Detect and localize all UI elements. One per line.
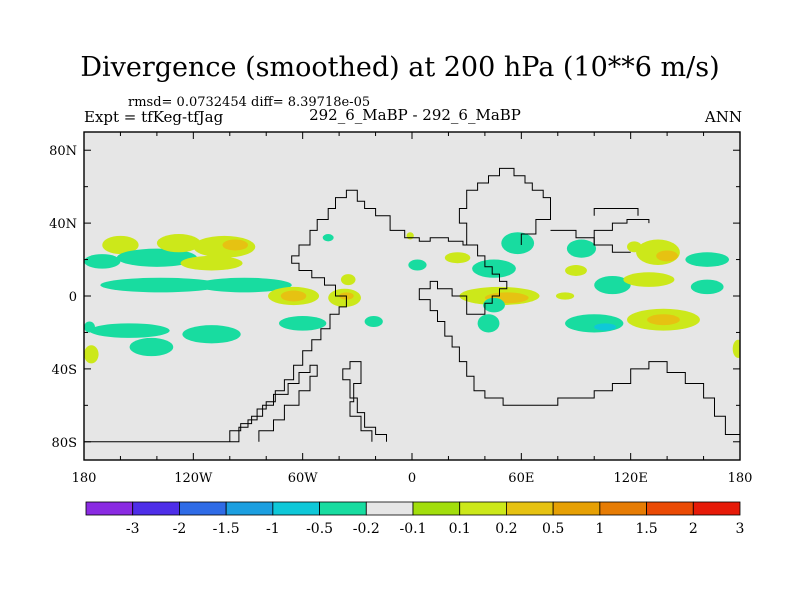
colorbar-label-4: -0.5 <box>306 521 333 537</box>
contour-blob-44 <box>477 314 500 333</box>
y-tick-label-4: 80S <box>52 436 77 451</box>
season-label: ANN <box>704 108 742 126</box>
colorbar-label-6: -0.1 <box>400 521 427 537</box>
chart-title: Divergence (smoothed) at 200 hPa (10**6 … <box>80 52 720 83</box>
coastline-5 <box>593 219 650 245</box>
stats-label: rmsd= 0.0732454 diff= 8.39718e-05 <box>128 95 371 110</box>
colorbar-swatch-8 <box>459 501 507 516</box>
contour-blob-29 <box>566 239 597 258</box>
contour-blob-6 <box>180 255 243 271</box>
coastline-6 <box>593 208 639 216</box>
contour-blob-41 <box>647 314 680 326</box>
y-tick-label-2: 0 <box>69 290 77 305</box>
colorbar-swatch-6 <box>365 501 414 516</box>
contour-blob-25 <box>501 232 535 255</box>
contour-blob-33 <box>685 252 730 267</box>
colorbar-swatch-7 <box>412 501 461 516</box>
colorbar-label-9: 0.5 <box>542 521 564 537</box>
contour-blob-10 <box>280 290 307 302</box>
contour-blob-32 <box>656 250 679 262</box>
contour-blob-36 <box>623 272 675 287</box>
contour-blob-16 <box>182 325 241 344</box>
contour-blob-20 <box>364 316 383 327</box>
contour-blob-19 <box>278 316 327 331</box>
x-tick-label-1: 120W <box>174 471 213 486</box>
colorbar-label-0: -3 <box>126 521 140 537</box>
contour-blob-21 <box>322 234 334 242</box>
contour-blob-3 <box>156 234 201 253</box>
coastline-1 <box>342 361 387 442</box>
colorbar-label-5: -0.2 <box>353 521 380 537</box>
colorbar-label-11: 1.5 <box>635 521 657 537</box>
contour-blob-15 <box>84 321 95 333</box>
contour-blob-37 <box>690 279 724 295</box>
contour-blob-34 <box>565 265 587 276</box>
colorbar-label-8: 0.2 <box>495 521 517 537</box>
x-tick-label-2: 60W <box>288 471 319 486</box>
contour-blob-18 <box>84 345 99 364</box>
colorbar-label-3: -1 <box>266 521 280 537</box>
colorbar-swatch-11 <box>599 501 647 516</box>
colorbar-swatch-13 <box>692 501 741 516</box>
contour-blob-35 <box>594 275 631 295</box>
colorbar-label-10: 1 <box>595 521 604 537</box>
coastline-layer <box>84 167 740 443</box>
plot-background <box>84 132 740 460</box>
colorbar-swatch-4 <box>272 501 320 516</box>
colorbar-label-1: -2 <box>173 521 187 537</box>
colorbar-swatch-1 <box>132 501 180 516</box>
colorbar-swatch-0 <box>85 501 134 516</box>
contour-blob-5 <box>222 239 248 251</box>
y-axis: 80N 40N 0 40S 80S <box>49 144 740 451</box>
colorbar-swatch-3 <box>225 501 274 516</box>
contour-blob-24 <box>444 252 471 264</box>
colorbar-swatch-2 <box>179 501 227 516</box>
x-tick-label-3: 0 <box>408 471 416 486</box>
contour-blob-23 <box>408 259 427 271</box>
colorbar-swatch-9 <box>506 501 554 516</box>
y-tick-label-1: 40N <box>49 217 77 232</box>
colorbar-label-7: 0.1 <box>449 521 471 537</box>
contour-blob-22 <box>406 232 414 240</box>
contour-blob-13 <box>340 274 356 286</box>
contour-blob-1 <box>84 254 121 269</box>
experiment-label: Expt = tfKeg-tfJag <box>84 108 224 126</box>
contour-blob-45 <box>483 297 505 313</box>
case-label: 292_6_MaBP - 292_6_MaBP <box>309 106 521 124</box>
x-tick-label-4: 60E <box>508 471 534 486</box>
contour-blob-43 <box>732 339 740 358</box>
y-tick-label-0: 80N <box>49 144 77 159</box>
colorbar-label-13: 3 <box>736 521 745 537</box>
contour-fill-layer <box>84 232 740 364</box>
coastline-0 <box>84 189 740 443</box>
coastline-3 <box>458 167 551 245</box>
x-tick-label-5: 120E <box>614 471 648 486</box>
x-tick-label-6: 180 <box>728 471 753 486</box>
colorbar: -3 -2 -1.5 -1 -0.5 -0.2 -0.1 0.1 0.2 0.5 1 1.5 2 3 <box>85 501 745 537</box>
contour-blob-26 <box>472 259 516 278</box>
colorbar-label-2: -1.5 <box>213 521 240 537</box>
contour-blob-14 <box>89 323 170 338</box>
colorbar-swatch-10 <box>552 501 601 516</box>
colorbar-label-12: 2 <box>689 521 698 537</box>
contour-blob-2 <box>116 248 197 267</box>
x-tick-label-0: 180 <box>72 471 97 486</box>
contour-blob-8 <box>196 277 292 293</box>
contour-blob-42 <box>594 323 617 331</box>
contour-blob-39 <box>565 314 624 333</box>
contour-blob-0 <box>102 235 139 255</box>
x-axis: 180 120W 60W 0 60E 120E 180 <box>72 132 753 486</box>
coastline-2 <box>229 364 318 442</box>
contour-blob-7 <box>100 277 221 293</box>
plot-area <box>84 132 740 460</box>
colorbar-swatch-5 <box>319 501 367 516</box>
colorbar-swatch-12 <box>646 501 694 516</box>
y-tick-label-3: 40S <box>52 363 77 378</box>
contour-blob-38 <box>555 292 575 300</box>
contour-blob-17 <box>129 337 174 357</box>
